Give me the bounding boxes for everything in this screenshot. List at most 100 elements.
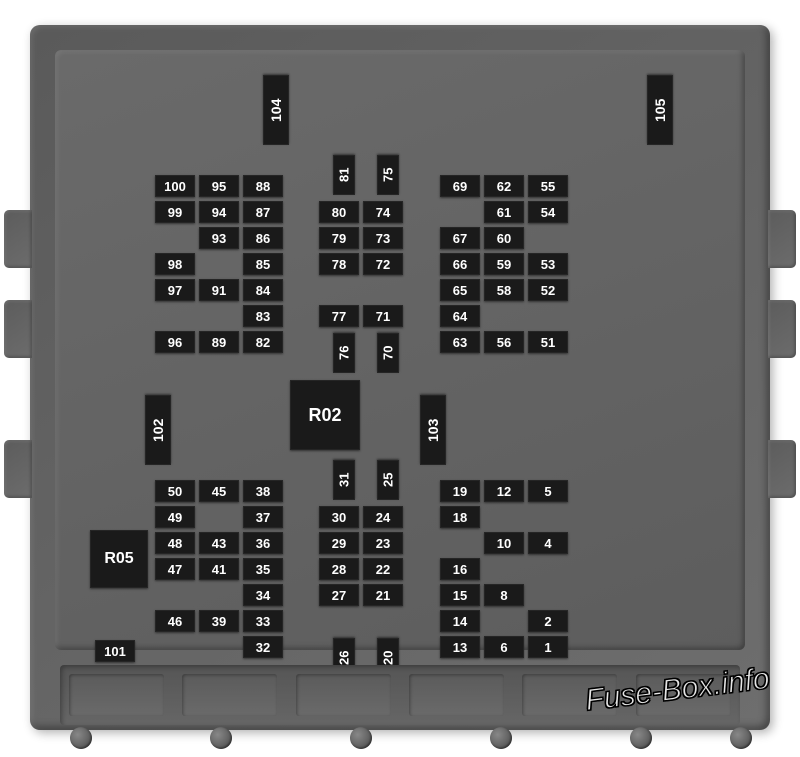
- fuse-73: 73: [363, 227, 403, 249]
- fuse-82: 82: [243, 331, 283, 353]
- fuse-79: 79: [319, 227, 359, 249]
- fuse-14: 14: [440, 610, 480, 632]
- fuse-87: 87: [243, 201, 283, 223]
- fuse-69: 69: [440, 175, 480, 197]
- fuse-46: 46: [155, 610, 195, 632]
- fuse-R02: R02: [290, 380, 360, 450]
- rivet: [490, 727, 512, 749]
- fuse-55: 55: [528, 175, 568, 197]
- fuse-24: 24: [363, 506, 403, 528]
- fuse-70: 70: [377, 333, 399, 373]
- fuse-62: 62: [484, 175, 524, 197]
- fuse-36: 36: [243, 532, 283, 554]
- fuse-80: 80: [319, 201, 359, 223]
- fuse-74: 74: [363, 201, 403, 223]
- fuse-75: 75: [377, 155, 399, 195]
- fuse-45: 45: [199, 480, 239, 502]
- fuse-72: 72: [363, 253, 403, 275]
- side-tab: [4, 300, 32, 358]
- fuse-105: 105: [647, 75, 673, 145]
- fuse-30: 30: [319, 506, 359, 528]
- rivet: [730, 727, 752, 749]
- rivet: [70, 727, 92, 749]
- fuse-4: 4: [528, 532, 568, 554]
- fuse-38: 38: [243, 480, 283, 502]
- fuse-95: 95: [199, 175, 239, 197]
- fuse-63: 63: [440, 331, 480, 353]
- connector-rail: [60, 665, 740, 725]
- fuse-49: 49: [155, 506, 195, 528]
- fuse-8: 8: [484, 584, 524, 606]
- fuse-35: 35: [243, 558, 283, 580]
- fuse-15: 15: [440, 584, 480, 606]
- fuse-47: 47: [155, 558, 195, 580]
- fuse-64: 64: [440, 305, 480, 327]
- fuse-28: 28: [319, 558, 359, 580]
- rail-slot: [522, 674, 617, 716]
- fuse-box-diagram: 1041051009998979695949391898887868584838…: [0, 0, 800, 757]
- fuse-21: 21: [363, 584, 403, 606]
- fuse-52: 52: [528, 279, 568, 301]
- fuse-65: 65: [440, 279, 480, 301]
- rail-slot: [296, 674, 391, 716]
- fuse-10: 10: [484, 532, 524, 554]
- fuse-86: 86: [243, 227, 283, 249]
- side-tab: [768, 210, 796, 268]
- fuse-85: 85: [243, 253, 283, 275]
- fuse-84: 84: [243, 279, 283, 301]
- fuse-19: 19: [440, 480, 480, 502]
- fuse-91: 91: [199, 279, 239, 301]
- fuse-31: 31: [333, 460, 355, 500]
- fuse-25: 25: [377, 460, 399, 500]
- rail-slot: [69, 674, 164, 716]
- fuse-16: 16: [440, 558, 480, 580]
- side-tab: [4, 440, 32, 498]
- fuse-104: 104: [263, 75, 289, 145]
- rail-slot: [636, 674, 731, 716]
- fuse-58: 58: [484, 279, 524, 301]
- fuse-71: 71: [363, 305, 403, 327]
- fuse-59: 59: [484, 253, 524, 275]
- fuse-96: 96: [155, 331, 195, 353]
- fuse-77: 77: [319, 305, 359, 327]
- fuse-61: 61: [484, 201, 524, 223]
- fuse-101: 101: [95, 640, 135, 662]
- fuse-100: 100: [155, 175, 195, 197]
- fuse-60: 60: [484, 227, 524, 249]
- fuse-98: 98: [155, 253, 195, 275]
- fuse-50: 50: [155, 480, 195, 502]
- fuse-78: 78: [319, 253, 359, 275]
- fuse-37: 37: [243, 506, 283, 528]
- rivet: [630, 727, 652, 749]
- fuse-56: 56: [484, 331, 524, 353]
- fuse-103: 103: [420, 395, 446, 465]
- rail-slot: [409, 674, 504, 716]
- fuse-54: 54: [528, 201, 568, 223]
- fuse-102: 102: [145, 395, 171, 465]
- fuse-83: 83: [243, 305, 283, 327]
- fuse-1: 1: [528, 636, 568, 658]
- fuse-48: 48: [155, 532, 195, 554]
- fuse-29: 29: [319, 532, 359, 554]
- fuse-22: 22: [363, 558, 403, 580]
- side-tab: [768, 300, 796, 358]
- rivet: [210, 727, 232, 749]
- fuse-23: 23: [363, 532, 403, 554]
- fuse-53: 53: [528, 253, 568, 275]
- fuse-94: 94: [199, 201, 239, 223]
- fuse-43: 43: [199, 532, 239, 554]
- fuse-34: 34: [243, 584, 283, 606]
- fuse-89: 89: [199, 331, 239, 353]
- fuse-41: 41: [199, 558, 239, 580]
- fuse-88: 88: [243, 175, 283, 197]
- fuse-32: 32: [243, 636, 283, 658]
- fuse-6: 6: [484, 636, 524, 658]
- fuse-66: 66: [440, 253, 480, 275]
- fuse-5: 5: [528, 480, 568, 502]
- fuse-76: 76: [333, 333, 355, 373]
- fuse-97: 97: [155, 279, 195, 301]
- rail-slot: [182, 674, 277, 716]
- side-tab: [4, 210, 32, 268]
- fuse-13: 13: [440, 636, 480, 658]
- fuse-12: 12: [484, 480, 524, 502]
